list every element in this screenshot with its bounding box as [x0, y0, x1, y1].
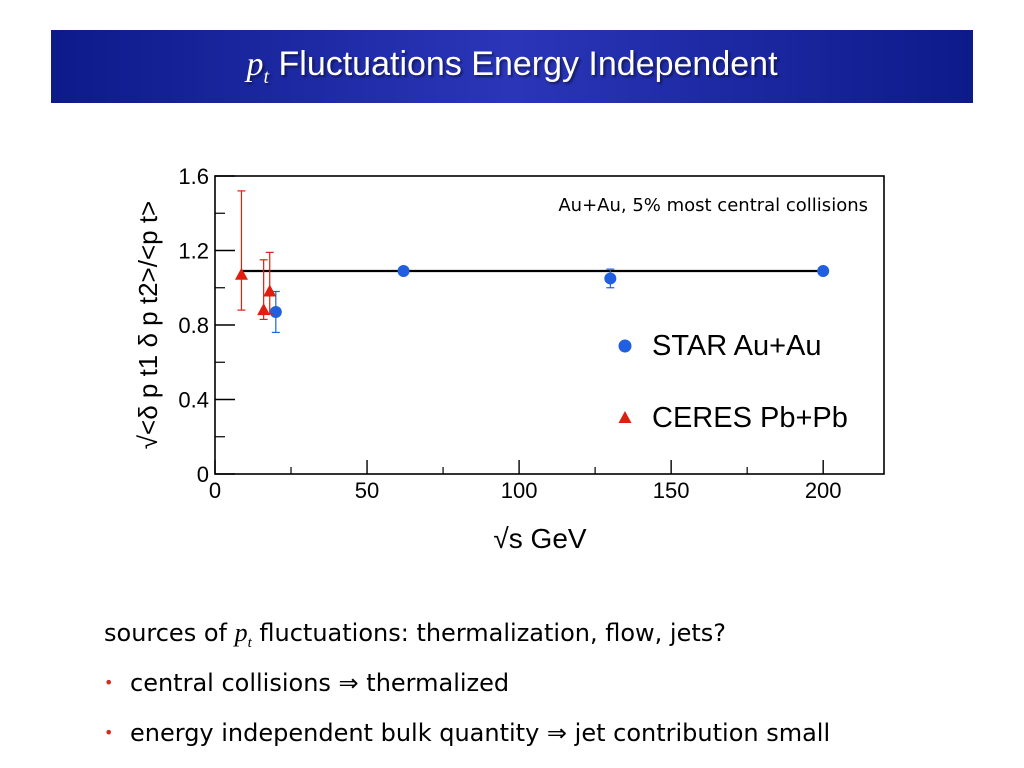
bullet-item-2: • energy independent bulk quantity ⇒ jet … [104, 708, 1004, 758]
title-symbol-subscript: t [263, 65, 270, 88]
data-point-ceres [234, 267, 248, 280]
x-tick-label: 50 [355, 478, 379, 503]
y-tick-label: 0 [197, 462, 209, 487]
intro-before: sources of [104, 619, 235, 647]
slide-title: pt Fluctuations Energy Independent [246, 45, 777, 89]
data-point-ceres [263, 284, 277, 297]
data-point-ceres [257, 303, 271, 316]
data-point-star [817, 264, 830, 277]
implies-arrow-icon: ⇒ [546, 719, 568, 747]
title-bar: pt Fluctuations Energy Independent [51, 30, 973, 103]
y-tick-label: 0.8 [178, 313, 209, 338]
bullet-1-part-a: central collisions [130, 669, 339, 697]
title-text: Fluctuations Energy Independent [278, 44, 778, 83]
intro-line: sources of pt fluctuations: thermalizati… [104, 608, 1004, 658]
x-tick-label: 0 [209, 478, 221, 503]
bullet-text: sources of pt fluctuations: thermalizati… [104, 608, 1004, 758]
chart: 0 50 100 150 200 0 0.4 0.8 1.2 1.6 Au+Au, 5% most … [100, 150, 920, 570]
y-tick-label: 1.2 [178, 239, 209, 264]
intro-symbol: pt [234, 618, 252, 652]
title-symbol: pt [246, 45, 270, 88]
intro-symbol-subscript: t [247, 635, 252, 652]
chart-annotation: Au+Au, 5% most central collisions [558, 195, 868, 216]
data-point-star [397, 264, 410, 277]
y-tick-label: 1.6 [178, 164, 209, 189]
data-point-star [604, 272, 617, 285]
x-axis-label: √s GeV [493, 523, 586, 554]
bullet-2-part-b: jet contribution small [567, 719, 831, 747]
x-tick-label: 150 [653, 478, 690, 503]
x-tick-label: 100 [501, 478, 538, 503]
legend-label: CERES Pb+Pb [652, 402, 848, 434]
bullet-1-part-b: thermalized [358, 669, 510, 697]
intro-after: fluctuations: thermalization, flow, jets… [251, 619, 726, 647]
data-point-star [269, 305, 282, 318]
legend-label: STAR Au+Au [652, 330, 822, 362]
implies-arrow-icon: ⇒ [338, 669, 359, 697]
bullet-dot-icon: • [104, 673, 114, 692]
legend-marker-star [618, 339, 632, 353]
y-axis-label: √<δ p t1 δ p t2>/<p t> [133, 201, 163, 450]
y-axis-label-text: √<δ p t1 δ p t2>/<p t> [133, 201, 163, 450]
chart-svg: 0 50 100 150 200 0 0.4 0.8 1.2 1.6 Au+Au, 5% most … [133, 164, 885, 554]
y-tick-label: 0.4 [178, 388, 209, 413]
bullet-2-part-a: energy independent bulk quantity [130, 719, 547, 747]
legend-marker-ceres [618, 411, 632, 423]
bullet-item-1: • central collisions ⇒ thermalized [104, 658, 1004, 708]
bullet-dot-icon: • [104, 723, 114, 742]
x-tick-label: 200 [805, 478, 842, 503]
